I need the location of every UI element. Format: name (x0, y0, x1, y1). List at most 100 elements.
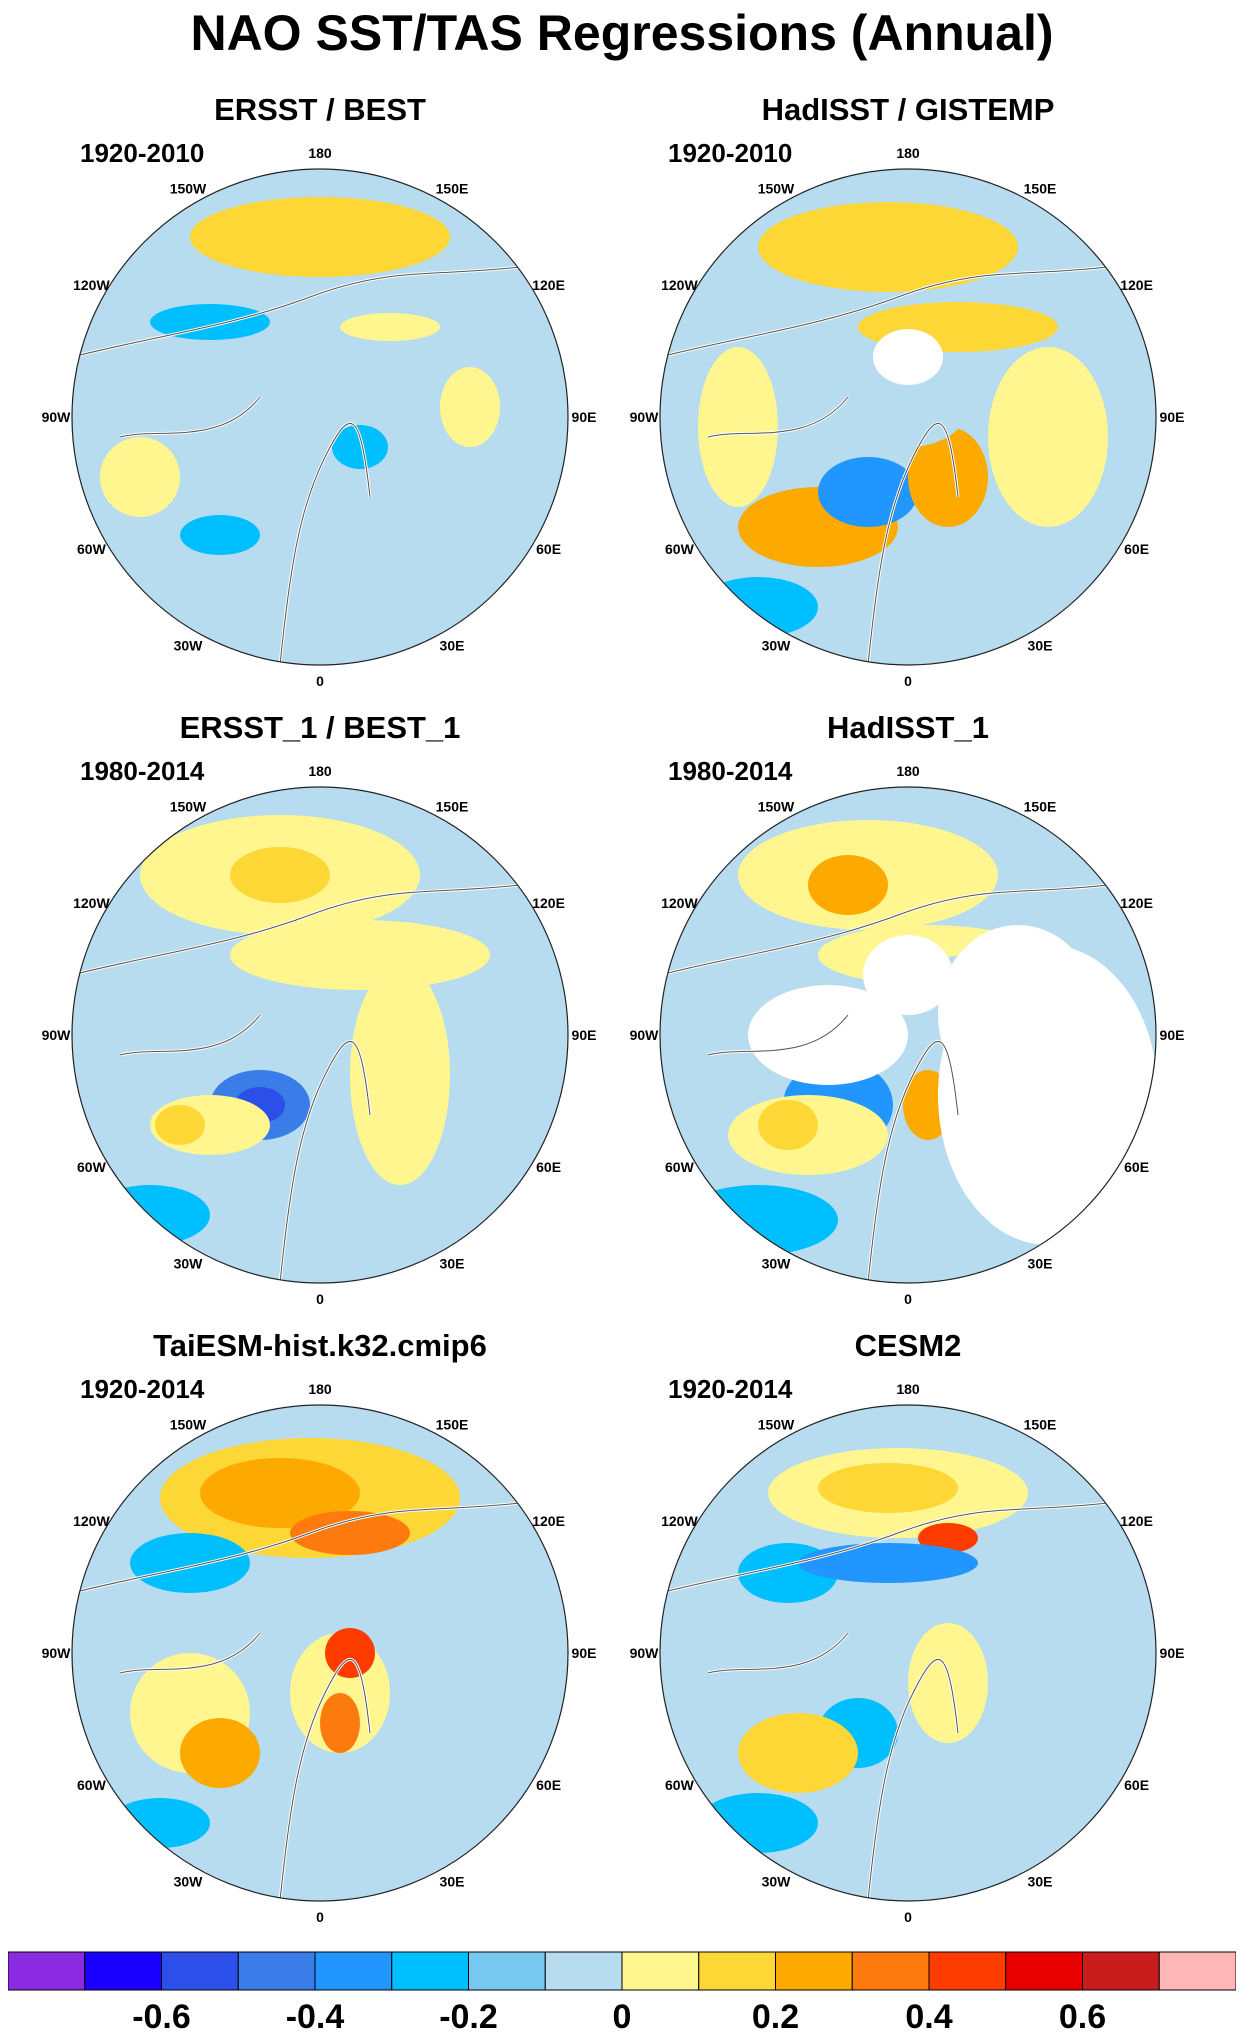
map-boundary (659, 786, 1157, 1284)
longitude-label: 60W (665, 1777, 695, 1793)
panel-title: ERSST / BEST (214, 92, 426, 127)
longitude-label: 180 (308, 763, 332, 779)
longitude-label: 60W (77, 1159, 107, 1175)
anomaly-region (320, 1693, 360, 1753)
anomaly-region (908, 1623, 988, 1743)
anomaly-region (988, 347, 1108, 527)
polar-map: 180 150E 120E 90E 60E 30E 0 30W 60W 90W 120W 150W (630, 145, 1185, 689)
coastline (660, 884, 1109, 1283)
anomaly-region (818, 1463, 958, 1513)
anomaly-region (200, 1458, 360, 1528)
polar-map: 180 150E 120E 90E 60E 30E 0 30W 60W 90W 120W 150W (630, 763, 1185, 1307)
longitude-label: 30W (174, 1874, 204, 1890)
map-boundary (71, 168, 569, 666)
polar-map: 180 150E 120E 90E 60E 30E 0 30W 60W 90W 120W 150W (42, 763, 597, 1307)
longitude-label: 180 (308, 145, 332, 161)
longitude-label: 180 (896, 1381, 920, 1397)
colorbar-segment (851, 1951, 930, 1991)
anomaly-region (190, 197, 450, 277)
anomaly-region (180, 1718, 260, 1788)
field-layer (72, 1405, 568, 1901)
longitude-label: 0 (316, 1291, 324, 1307)
colorbar-tick-label: 0.2 (751, 1998, 800, 2036)
anomaly-region (180, 515, 260, 555)
longitude-label: 120W (73, 277, 110, 293)
anomaly-region (100, 437, 180, 517)
longitude-label: 150E (1024, 180, 1057, 196)
polar-map: 180 150E 120E 90E 60E 30E 0 30W 60W 90W 120W 150W (42, 145, 597, 689)
longitude-label: 150E (436, 180, 469, 196)
colorbar-segment (8, 1951, 86, 1991)
map-boundary (659, 1404, 1157, 1902)
coastline (660, 266, 1109, 665)
anomaly-region (678, 1185, 838, 1255)
map-panel: ERSST_1 / BEST_1 1980-2014 180 150E 120E 90… (40, 710, 600, 1310)
anomaly-region (155, 1105, 205, 1145)
colorbar-segment (468, 1951, 546, 1991)
colorbar-segment (237, 1951, 316, 1991)
colorbar-tick-label: -0.2 (439, 1998, 498, 2036)
colorbar-segment (928, 1951, 1007, 1991)
panel-title: HadISST_1 (827, 710, 989, 745)
field-layer (660, 169, 1156, 665)
longitude-label: 180 (896, 145, 920, 161)
longitude-label: 120W (661, 277, 698, 293)
anomaly-region (230, 920, 490, 990)
longitude-label: 90W (42, 409, 72, 425)
anomaly-region (758, 202, 1018, 292)
map-panel: HadISST / GISTEMP 1920-2010 180 150E 120E 9… (628, 92, 1188, 692)
anomaly-region (808, 855, 888, 915)
longitude-label: 150W (170, 798, 207, 814)
map-panel: ERSST / BEST 1920-2010 180 150E 120E 90E 60E… (40, 92, 600, 692)
anomaly-region (440, 367, 500, 447)
longitude-label: 30W (174, 1256, 204, 1272)
longitude-label: 30E (440, 1256, 465, 1272)
longitude-label: 150W (758, 1416, 795, 1432)
colorbar-segment (161, 1951, 239, 1991)
longitude-label: 90E (1160, 1645, 1185, 1661)
colorbar-tick-label: 0.6 (1058, 1998, 1107, 2036)
longitude-label: 90E (1160, 409, 1185, 425)
longitude-label: 120W (661, 895, 698, 911)
longitude-label: 90W (630, 1645, 660, 1661)
longitude-label: 60E (536, 1777, 561, 1793)
longitude-label: 120W (661, 1513, 698, 1529)
colorbar-segment (775, 1951, 853, 1991)
colorbar-segment (84, 1951, 162, 1991)
anomaly-region (698, 1793, 818, 1853)
longitude-label: 150W (170, 180, 207, 196)
longitude-label: 30E (440, 638, 465, 654)
longitude-label: 30W (762, 638, 792, 654)
longitude-label: 30W (762, 1256, 792, 1272)
anomaly-region (818, 457, 918, 527)
coastline (660, 1502, 1109, 1901)
polar-map: 180 150E 120E 90E 60E 30E 0 30W 60W 90W 120W 150W (42, 1381, 597, 1925)
longitude-label: 90E (572, 1027, 597, 1043)
anomaly-region (698, 577, 818, 637)
longitude-label: 0 (904, 1291, 912, 1307)
anomaly-region (325, 1628, 375, 1678)
longitude-label: 150E (436, 1416, 469, 1432)
map-boundary (659, 168, 1157, 666)
panel-period: 1980-2014 (80, 756, 205, 786)
colorbar-segment (1082, 1951, 1160, 1991)
panel-title: TaiESM-hist.k32.cmip6 (153, 1328, 487, 1363)
field-layer (660, 1405, 1156, 1901)
map-boundary (71, 786, 569, 1284)
longitude-label: 180 (308, 1381, 332, 1397)
longitude-label: 120E (1120, 277, 1153, 293)
colorbar-segment (314, 1951, 393, 1991)
longitude-label: 120E (532, 895, 565, 911)
panel-title: CESM2 (854, 1328, 962, 1363)
longitude-label: 30E (1028, 1874, 1053, 1890)
longitude-label: 60W (665, 1159, 695, 1175)
colorbar-tick-label: -0.4 (285, 1998, 345, 2036)
colorbar (8, 1951, 1236, 1991)
longitude-label: 0 (316, 673, 324, 689)
longitude-label: 180 (896, 763, 920, 779)
anomaly-region (918, 1523, 978, 1553)
colorbar-segment (1158, 1951, 1236, 1991)
longitude-label: 120W (73, 895, 110, 911)
panel-period: 1980-2014 (668, 756, 793, 786)
longitude-label: 150E (1024, 1416, 1057, 1432)
